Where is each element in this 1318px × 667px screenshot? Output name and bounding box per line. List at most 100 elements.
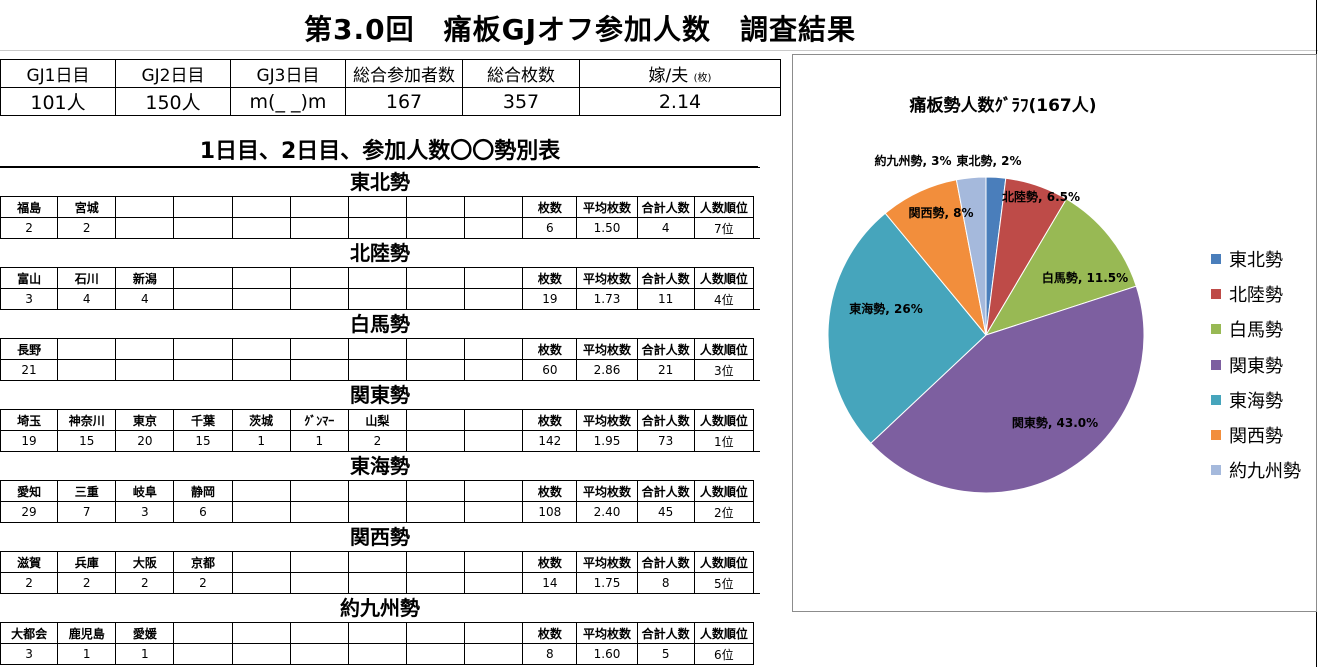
prefecture-name-cell: 京都: [173, 551, 233, 573]
pie-slice: [955, 176, 987, 336]
count-header-cell: 枚数: [522, 338, 578, 360]
prefecture-value-cell: 1: [57, 643, 117, 665]
avg-header-cell: 平均枚数: [576, 267, 638, 289]
prefecture-value-cell: 19: [0, 430, 59, 452]
count-header-cell: 枚数: [522, 551, 578, 573]
prefecture-value-cell: 1: [115, 643, 175, 665]
slice-data-label: 東海勢, 26%: [849, 301, 922, 316]
total-header-cell: 合計人数: [636, 409, 695, 431]
slice-data-label: 東北勢, 2%: [956, 153, 1021, 168]
total-header-cell: 合計人数: [636, 480, 695, 502]
summary-value-gj3: m(_ _)m: [230, 87, 346, 116]
count-value-cell: 19: [522, 288, 578, 310]
rank-header-cell: 人数順位: [693, 480, 755, 502]
prefecture-name-cell: 長野: [0, 338, 59, 360]
total-value-cell: 11: [636, 288, 695, 310]
prefecture-value-cell: 2: [57, 217, 117, 239]
prefecture-name-cell: 神奈川: [57, 409, 117, 431]
prefecture-name-cell: [173, 196, 233, 218]
slice-data-label: 関東勢, 43.0%: [1012, 415, 1098, 430]
prefecture-value-cell: [347, 288, 407, 310]
count-header-cell: 枚数: [522, 409, 578, 431]
summary-value-ratio: 2.14: [579, 87, 781, 116]
region-table-title: 1日目、2日目、参加人数〇〇勢別表: [199, 139, 561, 164]
rank-header-cell: 人数順位: [693, 622, 755, 644]
rank-header-cell: 人数順位: [693, 196, 755, 218]
region-value-row: 2 2 6 1.50 4 7位: [0, 217, 755, 239]
prefecture-value-cell: [115, 359, 175, 381]
prefecture-value-cell: [115, 217, 175, 239]
prefecture-value-cell: [464, 430, 524, 452]
prefecture-value-cell: 1: [231, 430, 291, 452]
prefecture-name-cell: [57, 338, 117, 360]
avg-header-cell: 平均枚数: [576, 551, 638, 573]
prefecture-name-cell: 山梨: [347, 409, 407, 431]
prefecture-name-cell: [464, 267, 524, 289]
region-table: 埼玉 神奈川 東京 千葉 茨城 ｸﾞﾝﾏｰ 山梨 枚数 平均枚数 合計人数 人数順位 19 15 20 15…: [0, 409, 755, 452]
summary-header-total-boards: 総合枚数: [462, 59, 580, 88]
prefecture-value-cell: 3: [0, 643, 59, 665]
prefecture-value-cell: 15: [173, 430, 233, 452]
prefecture-name-cell: [231, 551, 291, 573]
summary-header-ratio: 嫁/夫 (枚): [579, 59, 781, 88]
prefecture-name-cell: [115, 338, 175, 360]
avg-header-cell: 平均枚数: [576, 622, 638, 644]
legend-item: 東海勢: [1211, 382, 1301, 417]
count-value-cell: 60: [522, 359, 578, 381]
rank-value-cell: 2位: [693, 501, 755, 523]
rank-header-cell: 人数順位: [693, 338, 755, 360]
region-block: 東北勢 福島 宮城 枚数 平均枚数 合計人数 人数順位 2 2 6 1.50 4 7位: [0, 167, 760, 239]
prefecture-value-cell: [289, 288, 349, 310]
legend-item: 約九州勢: [1211, 453, 1301, 488]
prefecture-value-cell: 15: [57, 430, 117, 452]
legend-item: 関東勢: [1211, 347, 1301, 382]
prefecture-value-cell: 1: [289, 430, 349, 452]
chart-title: 痛板勢人数ｸﾞﾗﾌ(167人): [909, 96, 1097, 116]
slice-data-label: 北陸勢, 6.5%: [1002, 189, 1080, 204]
prefecture-value-cell: [347, 217, 407, 239]
total-value-cell: 8: [636, 572, 695, 594]
total-header-cell: 合計人数: [636, 622, 695, 644]
prefecture-value-cell: [231, 288, 291, 310]
prefecture-name-cell: [173, 338, 233, 360]
legend-item: 東北勢: [1211, 241, 1301, 276]
prefecture-value-cell: 6: [173, 501, 233, 523]
legend-label: 北陸勢: [1229, 284, 1283, 306]
prefecture-name-cell: 宮城: [57, 196, 117, 218]
count-header-cell: 枚数: [522, 196, 578, 218]
prefecture-name-cell: [464, 409, 524, 431]
prefecture-value-cell: [405, 643, 466, 665]
prefecture-name-cell: 大都会: [0, 622, 59, 644]
region-block: 関西勢 滋賀 兵庫 大阪 京都 枚数 平均枚数 合計人数 人数順位 2 2 2 2 14 1.75 8 5位: [0, 522, 760, 594]
prefecture-name-cell: [289, 622, 349, 644]
prefecture-name-cell: 茨城: [231, 409, 291, 431]
prefecture-name-cell: [464, 338, 524, 360]
prefecture-name-cell: [464, 622, 524, 644]
summary-header-total-participants: 総合参加者数: [345, 59, 463, 88]
region-title: 関東勢: [0, 380, 760, 409]
region-table: 大都会 鹿児島 愛媛 枚数 平均枚数 合計人数 人数順位 3 1 1 8 1.60 5 6位: [0, 622, 755, 665]
summary-table: GJ1日目 GJ2日目 GJ3日目 総合参加者数 総合枚数 嫁/夫 (枚) 10…: [0, 59, 781, 116]
prefecture-value-cell: [173, 217, 233, 239]
region-title: 関西勢: [0, 522, 760, 551]
region-value-row: 3 1 1 8 1.60 5 6位: [0, 643, 755, 665]
region-header-row: 滋賀 兵庫 大阪 京都 枚数 平均枚数 合計人数 人数順位: [0, 551, 755, 573]
prefecture-name-cell: 大阪: [115, 551, 175, 573]
prefecture-name-cell: 滋賀: [0, 551, 59, 573]
prefecture-value-cell: [347, 501, 407, 523]
prefecture-name-cell: [405, 551, 466, 573]
legend-label: 白馬勢: [1229, 320, 1283, 342]
region-title: 北陸勢: [0, 238, 760, 267]
summary-value-total-boards: 357: [462, 87, 580, 116]
chart-legend: 東北勢 北陸勢 白馬勢 関東勢 東海勢 関西勢 約九州勢: [1211, 241, 1301, 488]
count-value-cell: 8: [522, 643, 578, 665]
prefecture-name-cell: 富山: [0, 267, 59, 289]
prefecture-value-cell: [231, 643, 291, 665]
prefecture-value-cell: [464, 359, 524, 381]
region-value-row: 29 7 3 6 108 2.40 45 2位: [0, 501, 755, 523]
prefecture-value-cell: [464, 288, 524, 310]
avg-header-cell: 平均枚数: [576, 409, 638, 431]
rank-value-cell: 5位: [693, 572, 755, 594]
prefecture-name-cell: 東京: [115, 409, 175, 431]
pie-chart-panel: 痛板勢人数ｸﾞﾗﾌ(167人) 東北勢, 2% 北陸勢, 6.5% 白馬勢, 11.…: [792, 54, 1317, 612]
